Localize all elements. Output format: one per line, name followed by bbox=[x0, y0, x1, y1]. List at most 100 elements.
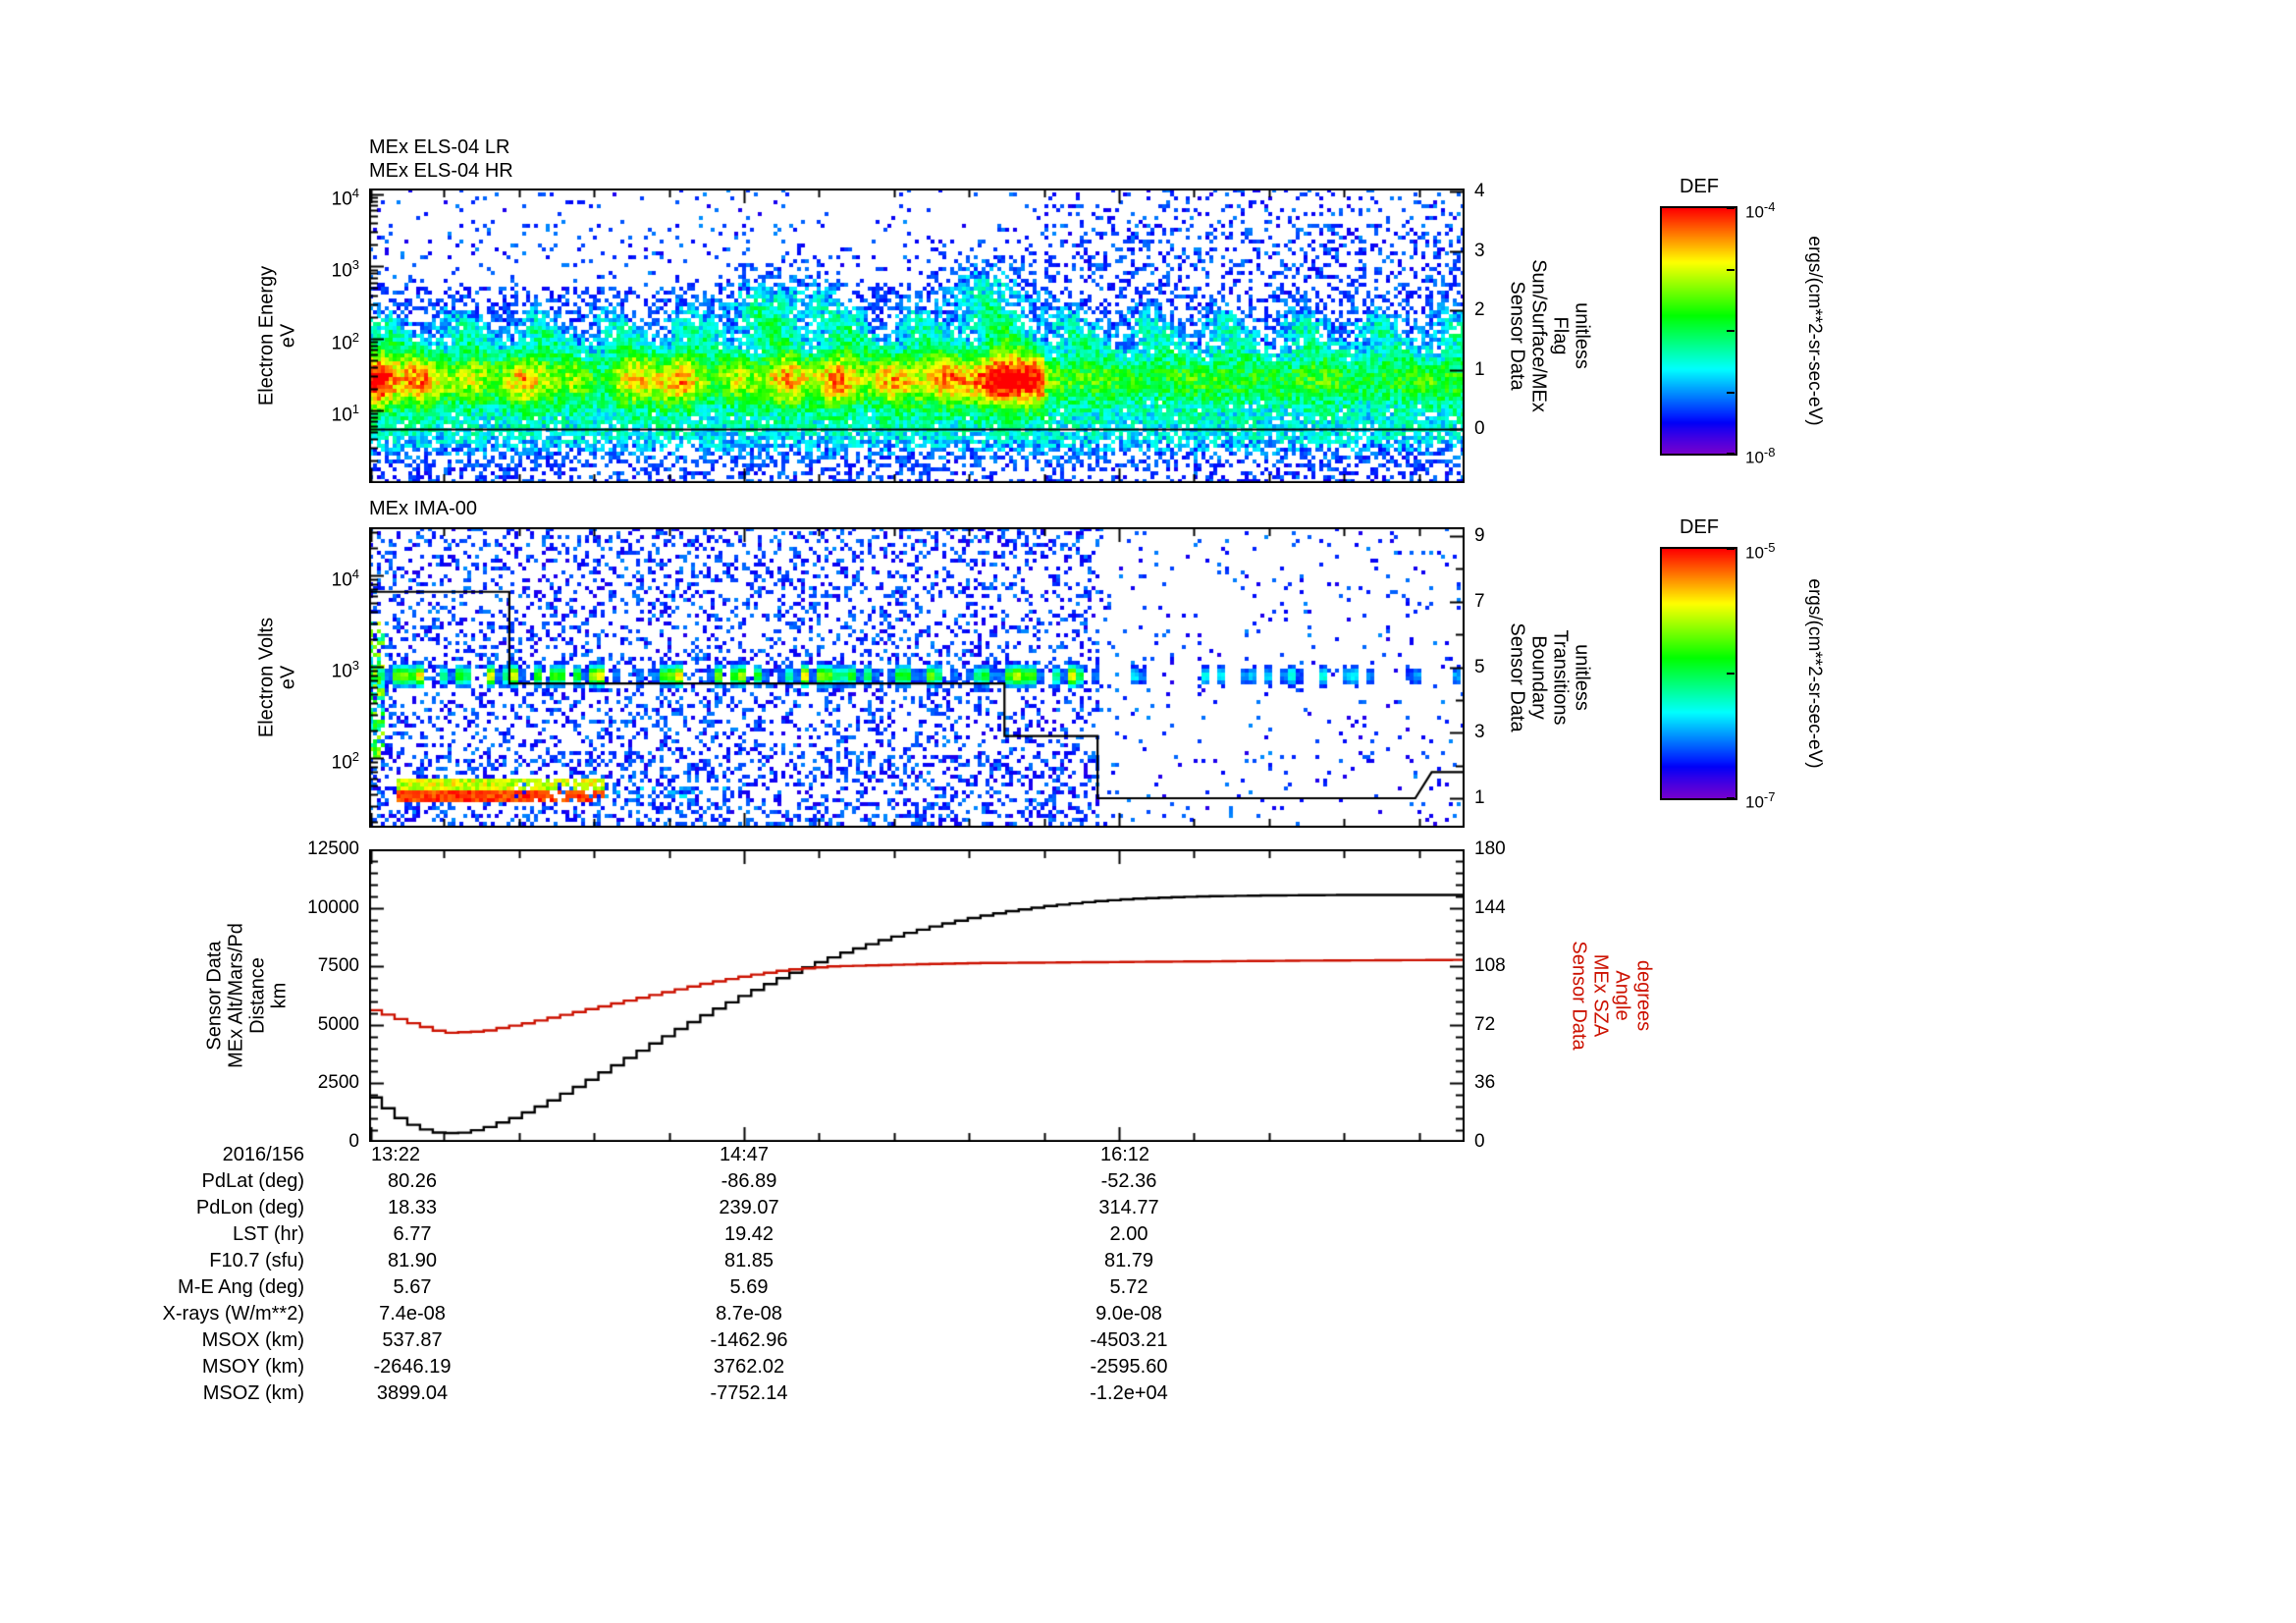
table-value-r9-c3: -1.2e+04 bbox=[1090, 1382, 1168, 1404]
alt-ytick-0: 0 bbox=[348, 1131, 359, 1152]
colorbar1-bottom-label: 10-8 bbox=[1745, 445, 1776, 467]
ima-right-label-line1: Sensor Data bbox=[1506, 622, 1528, 732]
table-row-label-2: PdLon (deg) bbox=[195, 1197, 304, 1218]
table-value-r7-c1: 537.87 bbox=[382, 1329, 443, 1351]
ima-right-label-line4: unitless bbox=[1571, 644, 1593, 711]
alt-ytick-2500: 2500 bbox=[317, 1072, 359, 1094]
table-value-r4-c1: 81.90 bbox=[387, 1250, 438, 1271]
ima-boundary-tick-1: 1 bbox=[1474, 787, 1485, 808]
table-row-label-7: MSOX (km) bbox=[201, 1329, 304, 1351]
colorbar1-tick-4 bbox=[1727, 453, 1735, 455]
els-right-label-line1: Sensor Data bbox=[1506, 281, 1528, 391]
alt-ytick-12500: 12500 bbox=[307, 839, 359, 859]
ima-boundary-tick-3: 3 bbox=[1474, 722, 1485, 743]
colorbar1-top-label: 10-4 bbox=[1745, 199, 1776, 222]
time-tick-label-2: 14:47 bbox=[719, 1144, 770, 1165]
els-ylabel-line2: eV bbox=[277, 323, 299, 349]
ima-boundary-tick-9: 9 bbox=[1474, 525, 1485, 546]
ima-ylabel-line2: eV bbox=[277, 665, 299, 690]
table-value-r2-c3: 314.77 bbox=[1098, 1197, 1159, 1218]
els-title-line1: MEx ELS-04 LR bbox=[369, 136, 510, 158]
alt-ylabel-line2: MEx Alt/Mars/Pd bbox=[225, 923, 247, 1068]
els-right-label-line2: Sun/Surface/MEx bbox=[1527, 259, 1550, 412]
table-value-r8-c3: -2595.60 bbox=[1090, 1356, 1168, 1378]
table-row-label-1: PdLat (deg) bbox=[201, 1170, 304, 1192]
ima-ylabel-line1: Electron Volts bbox=[255, 617, 278, 738]
table-value-r9-c1: 3899.04 bbox=[376, 1382, 449, 1404]
els-flag-tick-3: 3 bbox=[1474, 240, 1485, 261]
els-flag-tick-0: 0 bbox=[1474, 418, 1485, 439]
table-value-r3-c1: 6.77 bbox=[393, 1223, 432, 1245]
els-title-line2: MEx ELS-04 HR bbox=[369, 160, 513, 182]
ima-right-label-line3: Transitions bbox=[1549, 629, 1572, 726]
table-value-r3-c3: 2.00 bbox=[1109, 1223, 1148, 1245]
alt-ytick-5000: 5000 bbox=[317, 1013, 359, 1035]
table-value-r4-c2: 81.85 bbox=[723, 1250, 774, 1271]
time-tick-label-3: 16:12 bbox=[1099, 1144, 1150, 1165]
alt-ytick-7500: 7500 bbox=[317, 955, 359, 977]
els-right-label-line4: unitless bbox=[1571, 302, 1593, 369]
alt-ylabel-line3: Distance bbox=[246, 957, 269, 1034]
table-row-label-9: MSOZ (km) bbox=[202, 1382, 304, 1404]
distance-sza-canvas bbox=[369, 849, 1465, 1142]
colorbar1-units-label: ergs/(cm**2-sr-sec-eV) bbox=[1804, 236, 1825, 426]
alt-ylabel-line1: Sensor Data bbox=[203, 941, 226, 1051]
colorbar2-tick-2 bbox=[1727, 797, 1735, 799]
sza-ytick-108: 108 bbox=[1474, 955, 1506, 977]
alt-ytick-10000: 10000 bbox=[307, 896, 359, 918]
els-ytick-10e1: 101 bbox=[331, 401, 359, 426]
table-value-r8-c2: 3762.02 bbox=[713, 1356, 785, 1378]
els-ytick-10e3: 103 bbox=[331, 257, 359, 282]
table-value-r2-c1: 18.33 bbox=[387, 1197, 438, 1218]
table-value-r1-c3: -52.36 bbox=[1100, 1170, 1157, 1192]
table-value-r6-c2: 8.7e-08 bbox=[716, 1303, 782, 1325]
alt-ylabel-line4: km bbox=[268, 982, 291, 1009]
table-row-label-5: M-E Ang (deg) bbox=[178, 1276, 304, 1298]
table-value-r5-c3: 5.72 bbox=[1109, 1276, 1148, 1298]
ima-boundary-tick-7: 7 bbox=[1474, 590, 1485, 612]
table-value-r5-c2: 5.69 bbox=[729, 1276, 769, 1298]
table-value-r4-c3: 81.79 bbox=[1103, 1250, 1154, 1271]
els-right-label-line3: Flag bbox=[1549, 316, 1572, 355]
colorbar1-def-title: DEF bbox=[1680, 176, 1719, 197]
els-spectrogram-canvas bbox=[369, 189, 1465, 483]
table-value-r6-c1: 7.4e-08 bbox=[379, 1303, 446, 1325]
els-flag-tick-2: 2 bbox=[1474, 299, 1485, 320]
colorbar2-tick-1 bbox=[1727, 673, 1735, 675]
sza-ytick-0: 0 bbox=[1474, 1131, 1485, 1152]
time-tick-label-1: 13:22 bbox=[370, 1144, 421, 1165]
ima-spectrogram-canvas bbox=[369, 527, 1465, 828]
table-value-r7-c3: -4503.21 bbox=[1090, 1329, 1168, 1351]
table-value-r1-c1: 80.26 bbox=[387, 1170, 438, 1192]
ima-boundary-tick-5: 5 bbox=[1474, 656, 1485, 677]
colorbar2-top-label: 10-5 bbox=[1745, 540, 1776, 563]
table-value-r3-c2: 19.42 bbox=[723, 1223, 774, 1245]
colorbar2-units-label: ergs/(cm**2-sr-sec-eV) bbox=[1804, 578, 1825, 769]
ima-ytick-10e3: 103 bbox=[331, 658, 359, 682]
ima-right-label-line2: Boundary bbox=[1527, 635, 1550, 720]
colorbar1-gradient bbox=[1660, 206, 1737, 456]
sza-ytick-180: 180 bbox=[1474, 839, 1506, 859]
colorbar2-def-title: DEF bbox=[1680, 516, 1719, 538]
table-row-label-4: F10.7 (sfu) bbox=[209, 1250, 304, 1271]
sza-right-label-line1: Sensor Data bbox=[1568, 941, 1590, 1051]
table-value-r2-c2: 239.07 bbox=[719, 1197, 779, 1218]
date-label: 2016/156 bbox=[222, 1144, 304, 1165]
table-value-r5-c1: 5.67 bbox=[393, 1276, 432, 1298]
sza-right-label-line4: degrees bbox=[1632, 959, 1655, 1032]
colorbar1-tick-3 bbox=[1727, 391, 1735, 394]
colorbar1-tick-1 bbox=[1727, 268, 1735, 271]
sza-ytick-144: 144 bbox=[1474, 896, 1506, 918]
els-flag-tick-4: 4 bbox=[1474, 181, 1485, 201]
colorbar2-gradient bbox=[1660, 547, 1737, 800]
colorbar1-tick-0 bbox=[1727, 207, 1735, 209]
els-ytick-10e4: 104 bbox=[331, 186, 359, 210]
colorbar2-bottom-label: 10-7 bbox=[1745, 789, 1776, 812]
els-ylabel-line1: Electron Energy bbox=[255, 265, 278, 406]
sza-ytick-36: 36 bbox=[1474, 1072, 1496, 1094]
els-ytick-10e2: 102 bbox=[331, 329, 359, 353]
colorbar1-tick-2 bbox=[1727, 330, 1735, 332]
sza-ytick-72: 72 bbox=[1474, 1013, 1496, 1035]
table-row-label-8: MSOY (km) bbox=[201, 1356, 304, 1378]
